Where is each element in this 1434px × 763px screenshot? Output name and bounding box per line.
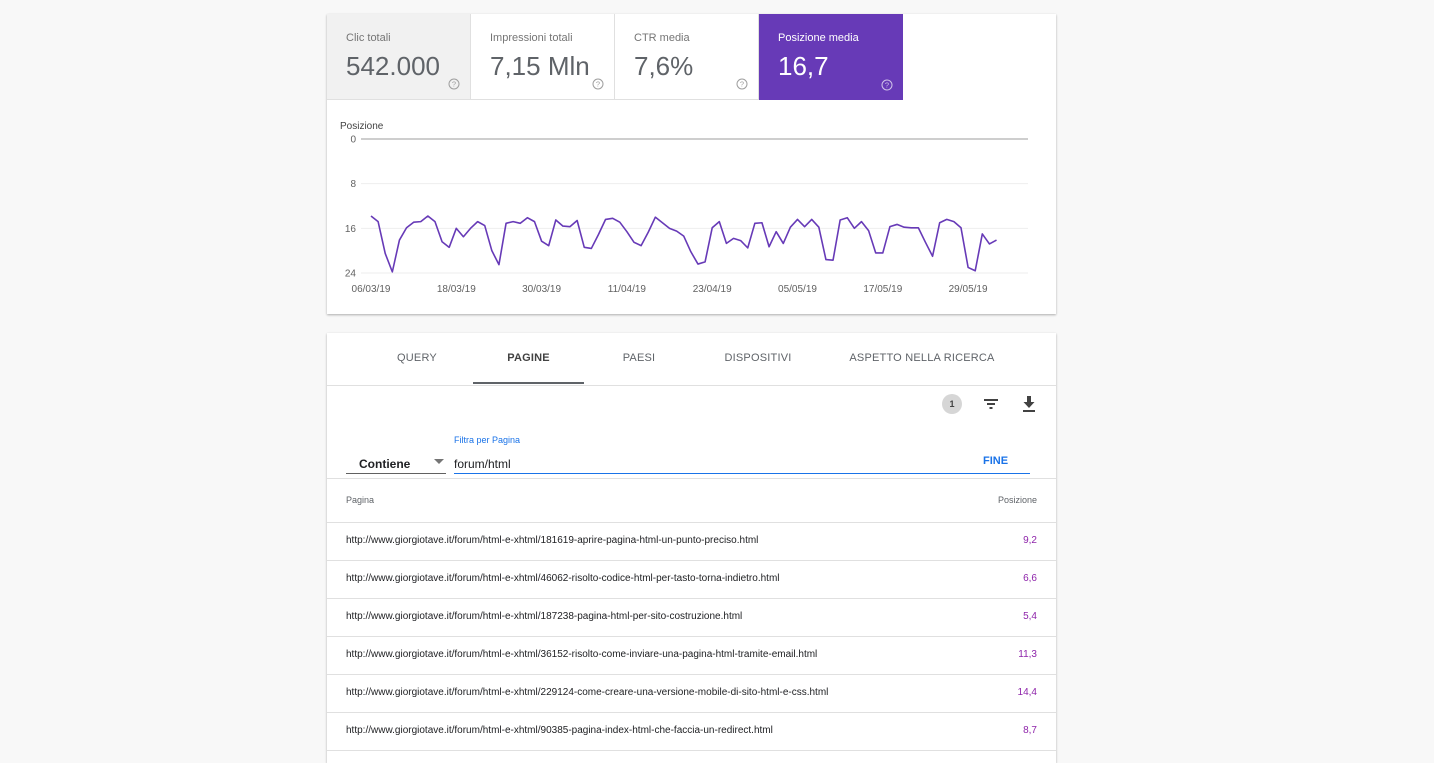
done-button[interactable]: FINE: [983, 455, 1009, 467]
metric-value: 7,15 Mln: [490, 51, 590, 81]
page-position: 8,7: [1023, 725, 1037, 736]
help-icon[interactable]: ?: [592, 78, 604, 90]
column-header-page[interactable]: Pagina: [346, 495, 375, 505]
x-tick-label: 06/03/19: [352, 284, 391, 295]
metric-tile-ctr[interactable]: CTR media 7,6% ?: [615, 14, 759, 100]
page-url[interactable]: http://www.giorgiotave.it/forum/html-e-x…: [346, 573, 780, 584]
page-position: 11,3: [1018, 649, 1037, 660]
page-position: 6,6: [1023, 573, 1037, 584]
page-position: 14,4: [1017, 687, 1037, 698]
svg-text:?: ?: [740, 80, 744, 89]
pages-table: Pagina Posizione http://www.giorgiotave.…: [327, 478, 1056, 751]
table-body: http://www.giorgiotave.it/forum/html-e-x…: [327, 523, 1056, 751]
chart-series: [370, 215, 997, 273]
page-url[interactable]: http://www.giorgiotave.it/forum/html-e-x…: [346, 725, 773, 736]
position-series-line: [370, 215, 997, 273]
table-header: Pagina Posizione: [327, 479, 1056, 523]
svg-text:?: ?: [596, 80, 600, 89]
x-tick-label: 23/04/19: [693, 284, 732, 295]
x-tick-label: 18/03/19: [437, 284, 476, 295]
tab-query[interactable]: QUERY: [397, 352, 437, 364]
page-filter-input[interactable]: forum/html: [454, 453, 1030, 474]
filter-operator-select[interactable]: Contiene: [346, 453, 446, 474]
tab-aspetto-nella-ricerca[interactable]: ASPETTO NELLA RICERCA: [849, 352, 995, 364]
x-tick-label: 30/03/19: [522, 284, 561, 295]
position-chart: Posizione 0 8 16 24 06/03/19 18/03/19 30/03/1…: [340, 121, 1028, 295]
dropdown-arrow-icon: [434, 459, 444, 464]
metric-tile-position[interactable]: Posizione media 16,7 ?: [759, 14, 903, 100]
filter-operator-value: Contiene: [359, 457, 411, 471]
active-filter-count-badge[interactable]: 1: [942, 394, 962, 414]
svg-text:?: ?: [452, 80, 456, 89]
y-tick-label: 24: [345, 269, 357, 280]
y-axis-title: Posizione: [340, 121, 384, 132]
page-position: 5,4: [1023, 611, 1037, 622]
help-icon[interactable]: ?: [881, 79, 893, 91]
metric-label: CTR media: [634, 32, 690, 44]
table-row[interactable]: http://www.giorgiotave.it/forum/html-e-x…: [327, 713, 1056, 751]
help-icon[interactable]: ?: [448, 78, 460, 90]
help-icon[interactable]: ?: [736, 78, 748, 90]
page-url[interactable]: http://www.giorgiotave.it/forum/html-e-x…: [346, 611, 743, 622]
table-row[interactable]: http://www.giorgiotave.it/forum/html-e-x…: [327, 637, 1056, 675]
dimension-tabs: QUERY PAGINE PAESI DISPOSITIVI ASPETTO N…: [327, 333, 1056, 386]
pages-card: QUERY PAGINE PAESI DISPOSITIVI ASPETTO N…: [327, 333, 1056, 763]
page-url[interactable]: http://www.giorgiotave.it/forum/html-e-x…: [346, 649, 818, 660]
table-row[interactable]: http://www.giorgiotave.it/forum/html-e-x…: [327, 599, 1056, 637]
y-tick-label: 16: [345, 224, 357, 235]
tab-paesi[interactable]: PAESI: [622, 352, 656, 364]
metric-tiles: Clic totali 542.000 ? Impressioni totali…: [327, 14, 903, 100]
y-axis: 0 8 16 24: [345, 135, 1028, 280]
y-tick-label: 8: [350, 179, 356, 190]
metric-value: 16,7: [778, 51, 829, 81]
page-url[interactable]: http://www.giorgiotave.it/forum/html-e-x…: [346, 687, 829, 698]
x-tick-label: 17/05/19: [863, 284, 902, 295]
table-row[interactable]: http://www.giorgiotave.it/forum/html-e-x…: [327, 523, 1056, 561]
table-row[interactable]: http://www.giorgiotave.it/forum/html-e-x…: [327, 675, 1056, 713]
x-tick-label: 11/04/19: [608, 284, 647, 295]
tab-dispositivi[interactable]: DISPOSITIVI: [724, 352, 792, 364]
page-url[interactable]: http://www.giorgiotave.it/forum/html-e-x…: [346, 535, 759, 546]
download-icon[interactable]: [1018, 393, 1040, 415]
page-filter-value: forum/html: [454, 457, 511, 471]
metric-tile-impressions[interactable]: Impressioni totali 7,15 Mln ?: [471, 14, 615, 100]
performance-card: Clic totali 542.000 ? Impressioni totali…: [327, 14, 1056, 314]
metric-value: 7,6%: [634, 51, 694, 81]
svg-text:?: ?: [885, 81, 889, 90]
tab-pagine[interactable]: PAGINE: [473, 333, 584, 384]
filter-list-icon[interactable]: [980, 393, 1002, 415]
page-position: 9,2: [1023, 535, 1037, 546]
metric-label: Posizione media: [778, 32, 859, 44]
y-tick-label: 0: [350, 135, 356, 146]
metric-value: 542.000: [346, 51, 440, 81]
x-tick-label: 29/05/19: [949, 284, 988, 295]
filter-field-label: Filtra per Pagina: [454, 435, 521, 445]
table-row[interactable]: http://www.giorgiotave.it/forum/html-e-x…: [327, 561, 1056, 599]
metric-tile-clicks[interactable]: Clic totali 542.000 ?: [327, 14, 471, 100]
column-header-position[interactable]: Posizione: [997, 495, 1037, 505]
x-tick-label: 05/05/19: [778, 284, 817, 295]
x-axis: 06/03/19 18/03/19 30/03/19 11/04/19 23/04/19…: [352, 284, 988, 295]
metric-label: Impressioni totali: [490, 32, 573, 44]
metric-label: Clic totali: [346, 32, 391, 44]
